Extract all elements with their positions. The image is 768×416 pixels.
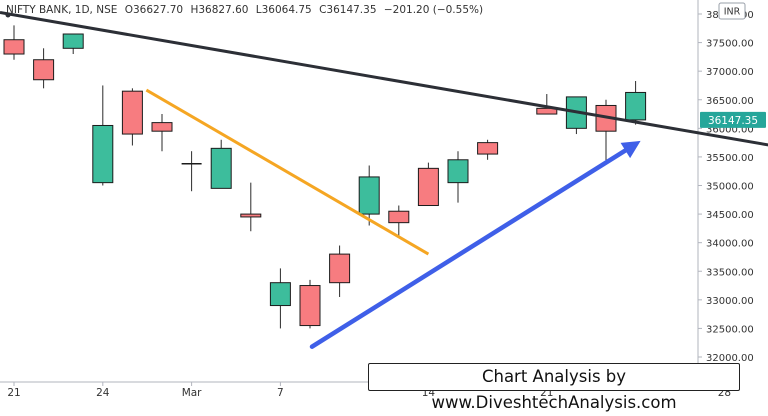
- chart-header: NIFTY BANK, 1D, NSE O36627.70 H36827.60 …: [6, 4, 487, 16]
- y-tick-label: 37000.00: [706, 67, 754, 78]
- candle-body: [299, 285, 321, 327]
- y-tick-label: 37500.00: [706, 39, 754, 50]
- candle-body: [210, 147, 232, 189]
- candle-body: [3, 39, 25, 55]
- x-tick-label: 7: [277, 387, 284, 399]
- y-tick-label: 36500.00: [706, 96, 754, 107]
- last-price-badge: [700, 111, 766, 128]
- candlestick-chart[interactable]: 32000.00 32500.00 33000.00 33500.00 34000.00…: [0, 0, 768, 401]
- currency-badge: [718, 2, 746, 20]
- y-tick-label: 34500.00: [706, 210, 754, 221]
- close-value: C36147.35: [319, 4, 377, 16]
- candle-body: [329, 253, 351, 284]
- low-value: L36064.75: [255, 4, 312, 16]
- candle-body: [151, 122, 173, 132]
- trendline-black: [0, 11, 768, 147]
- y-tick-label: 33000.00: [706, 296, 754, 307]
- candle-body: [388, 210, 410, 224]
- y-tick-label: 32500.00: [706, 324, 754, 335]
- y-tick-label: 35000.00: [706, 182, 754, 193]
- trend-arrow-shaft: [309, 143, 635, 349]
- candle-body: [92, 124, 114, 184]
- y-tick-label: 36000.00: [706, 124, 754, 135]
- x-tick-label: Mar: [182, 387, 202, 399]
- candle-body: [240, 213, 262, 218]
- candle-body: [536, 107, 558, 115]
- x-tick-label: 21: [7, 387, 20, 399]
- trendline-orange: [145, 88, 430, 256]
- candle-body: [625, 91, 647, 121]
- candle-body: [62, 33, 84, 49]
- candle-body: [447, 159, 469, 184]
- candle-body: [358, 176, 380, 215]
- trend-arrow-head: [620, 140, 641, 159]
- trendline-anchor: [5, 12, 11, 18]
- high-value: H36827.60: [190, 4, 249, 16]
- watermark-banner: Chart Analysis by www.DiveshtechAnalysis…: [368, 363, 740, 412]
- y-tick-label: 35500.00: [706, 153, 754, 164]
- candle-body: [33, 59, 55, 81]
- candle-body: [477, 142, 499, 155]
- last-price-label: 36147.35: [708, 115, 758, 127]
- currency-label: INR: [724, 7, 741, 18]
- symbol-label: NIFTY BANK, 1D, NSE: [6, 4, 118, 16]
- y-tick-label: 34000.00: [706, 239, 754, 250]
- x-tick-label: 24: [96, 387, 110, 399]
- open-value: O36627.70: [124, 4, 184, 16]
- y-tick-label: 32000.00: [706, 353, 754, 364]
- candle-body: [269, 282, 291, 307]
- candle-body: [417, 167, 439, 207]
- change-value: −201.20 (−0.55%): [383, 4, 484, 16]
- y-tick-label: 33500.00: [706, 267, 754, 278]
- candle-body: [121, 90, 143, 135]
